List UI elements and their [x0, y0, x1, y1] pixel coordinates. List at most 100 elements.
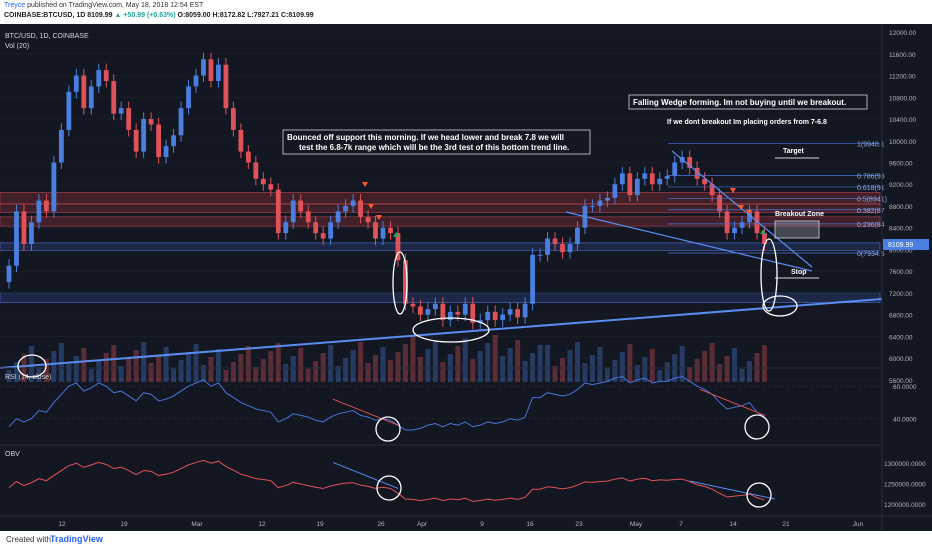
candle-body-78 — [590, 205, 595, 207]
fib-label-0: 1(9948.1 — [857, 142, 885, 149]
published-line: Treyce published on TradingView.com, May… — [4, 2, 203, 9]
ohlc-text: O:8059.00 H:8172.82 L:7927.21 C:8109.99 — [177, 12, 314, 19]
volume-bar-73 — [552, 366, 558, 382]
volume-bar-16 — [126, 358, 132, 382]
time-axis: 12 19 Mar 12 19 26 Apr 9 16 23 May 7 14 21 Jun — [58, 521, 863, 528]
symbol-line: COINBASE:BTCUSD, 1D 8109.99 ▲ +50.99 (+0… — [4, 12, 314, 19]
y-tick-label-12: 7200.00 — [889, 291, 913, 298]
candle-body-22 — [171, 135, 176, 147]
candle-body-89 — [672, 162, 678, 177]
candle-body-52 — [395, 233, 401, 261]
sell-arrow-3 — [730, 188, 736, 193]
obv-tick-label-0: 1200000.0000 — [884, 502, 926, 509]
candle-body-63 — [477, 320, 483, 323]
obv-divergence-1 — [332, 461, 399, 489]
volume-bar-83 — [627, 344, 633, 382]
candle-body-13 — [103, 70, 109, 81]
volume-bar-40 — [305, 369, 311, 382]
candle-body-55 — [418, 306, 423, 315]
x-tick-label-10: May — [630, 521, 643, 528]
volume-bar-61 — [462, 338, 468, 382]
volume-bar-25 — [193, 344, 199, 382]
markers — [362, 182, 766, 237]
volume-bar-79 — [597, 347, 603, 382]
ellipse-current — [760, 238, 778, 312]
volume-bar-68 — [515, 340, 521, 382]
candle-body-0 — [6, 265, 12, 283]
y-tick-label-5: 10000.00 — [889, 139, 916, 146]
candle-body-95 — [717, 195, 722, 212]
candle-body-101 — [762, 233, 767, 244]
candle-body-53 — [403, 260, 408, 304]
resistance-zone-2 — [0, 216, 881, 227]
candle-body-76 — [575, 227, 580, 244]
volume-bar-97 — [732, 348, 738, 382]
author-link[interactable]: Treyce — [4, 2, 26, 9]
volume-bar-98 — [739, 369, 745, 382]
candle-body-28 — [216, 64, 221, 81]
volume-bar-96 — [724, 356, 730, 382]
x-tick-label-1: 19 — [120, 521, 128, 528]
volume-bar-55 — [417, 357, 423, 382]
candle-body-88 — [664, 176, 670, 179]
y-tick-label-13: 6800.00 — [889, 313, 913, 320]
volume-bar-3 — [28, 346, 34, 382]
volume-bar-53 — [402, 344, 408, 382]
volume-bar-9 — [73, 356, 79, 382]
candle-body-50 — [380, 227, 386, 239]
candle-body-1 — [14, 211, 19, 266]
candle-body-81 — [612, 184, 618, 198]
candle-body-64 — [485, 311, 491, 321]
candle-body-96 — [724, 211, 730, 234]
candle-body-94 — [709, 184, 715, 196]
candle-body-40 — [305, 211, 311, 223]
candle-body-15 — [118, 108, 124, 114]
volume-bar-74 — [560, 358, 566, 382]
candle-body-26 — [201, 59, 206, 76]
support-zone-1 — [0, 292, 881, 303]
y-tick-label-9: 8400.00 — [889, 226, 913, 233]
obv-tick-label-1: 1250000.0000 — [884, 482, 926, 489]
candles — [6, 52, 767, 330]
support-zone-0 — [0, 242, 881, 251]
buy-arrow-0 — [393, 232, 399, 237]
y-tick-label-8: 8800.00 — [889, 204, 913, 211]
ellipse-rsi-1 — [375, 416, 401, 442]
candle-body-42 — [320, 233, 326, 239]
candle-body-87 — [657, 178, 663, 185]
candle-body-46 — [350, 200, 356, 206]
volume-bar-67 — [507, 348, 513, 382]
x-tick-label-2: Mar — [191, 521, 203, 528]
volume-bar-38 — [290, 356, 296, 382]
candle-body-6 — [51, 162, 57, 212]
candle-body-14 — [111, 80, 117, 114]
ellipse-april-low — [412, 317, 490, 343]
obv-divergence-2 — [689, 480, 776, 500]
last-price-tag: 8109.99 — [883, 239, 929, 250]
volume-bar-0 — [6, 370, 12, 382]
sell-arrow-4 — [738, 205, 744, 210]
volume-bar-12 — [96, 361, 102, 382]
volume-bar-45 — [343, 358, 349, 382]
volume-bar-91 — [687, 367, 693, 382]
target-text: Target — [783, 148, 805, 155]
volume-bar-34 — [260, 359, 266, 382]
candle-body-54 — [410, 303, 416, 307]
volume-bar-86 — [649, 349, 655, 382]
y-tick-label-11: 7600.00 — [889, 269, 913, 276]
volume-bar-75 — [567, 350, 573, 382]
rsi-label: RSI (14, close) — [5, 374, 51, 381]
buy-arrow-1 — [760, 229, 766, 234]
chart-svg[interactable]: 1(9948.1 0.786(93 0.618(91 0.5(8941) 0.382(8… — [0, 24, 932, 531]
candle-body-60 — [455, 311, 461, 315]
candle-body-44 — [335, 211, 341, 223]
candle-body-45 — [343, 205, 348, 212]
y-tick-label-10: 8000.00 — [889, 247, 913, 254]
candle-body-47 — [358, 200, 363, 217]
tradingview-brand-link[interactable]: TradingView — [50, 534, 103, 544]
candle-body-51 — [388, 227, 393, 234]
candle-body-85 — [642, 173, 648, 179]
volume-bar-99 — [747, 361, 753, 382]
candle-body-38 — [290, 200, 296, 223]
